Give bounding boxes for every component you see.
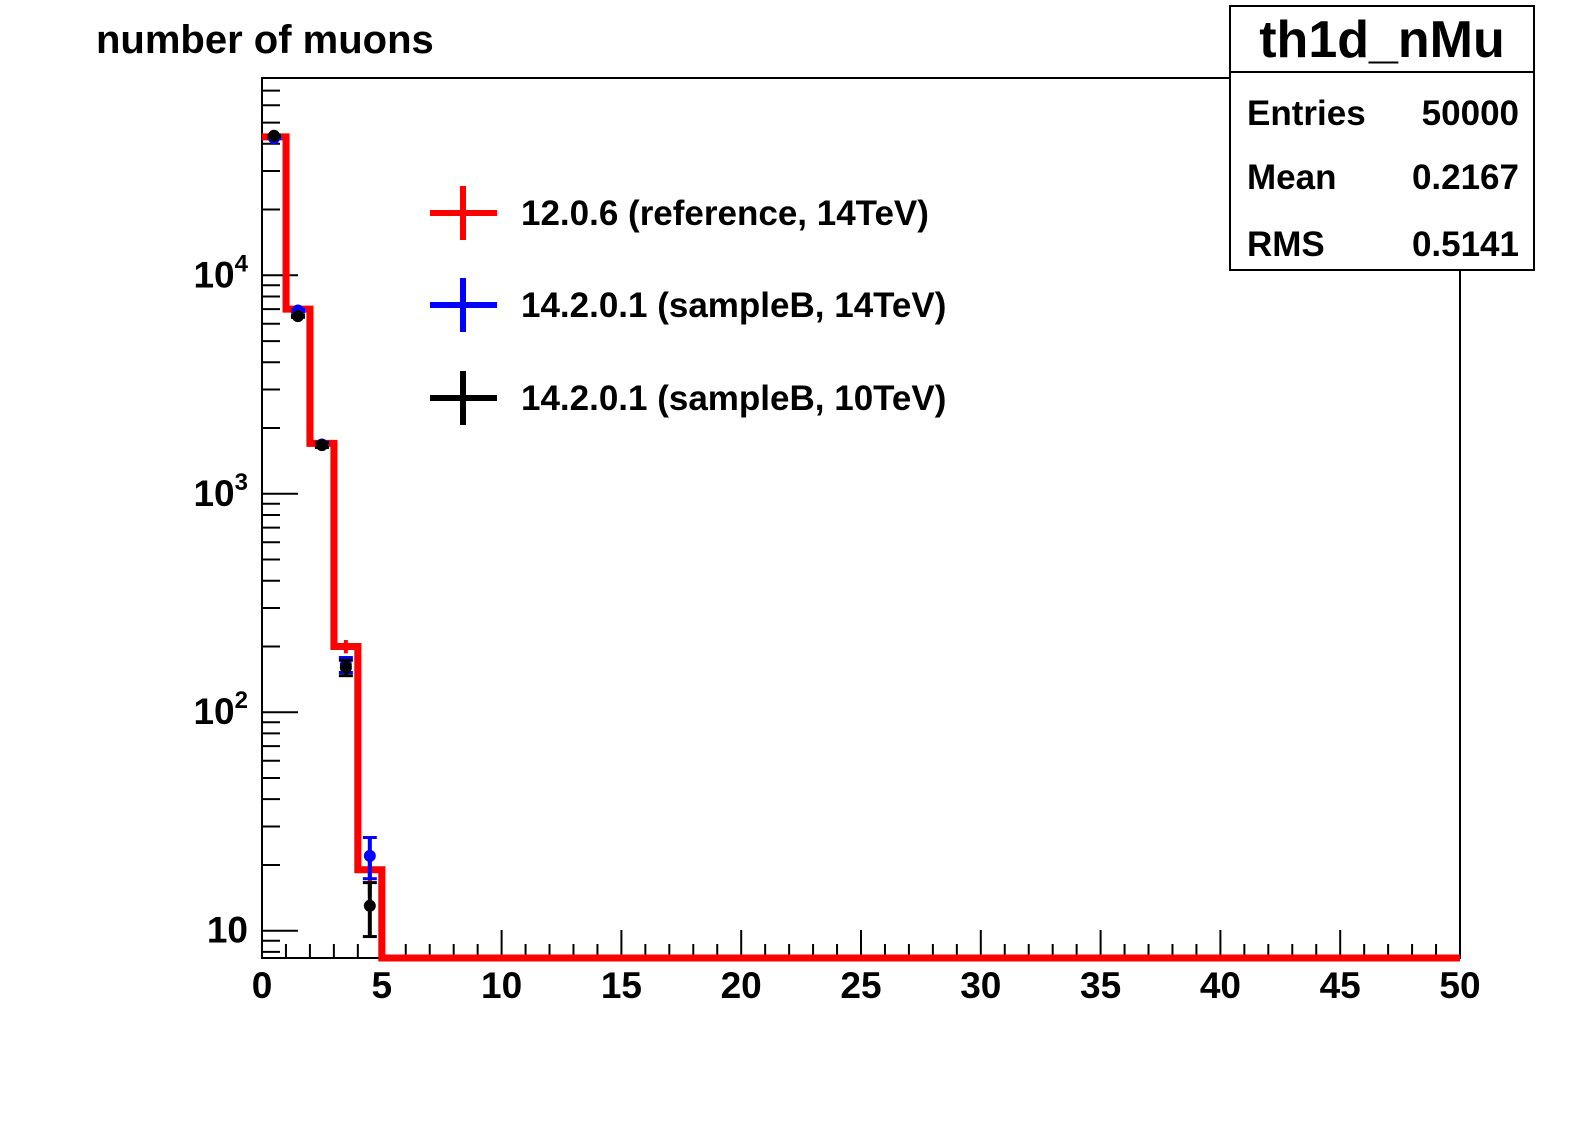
y-tick-label: 102 bbox=[193, 687, 248, 732]
x-tick-label: 5 bbox=[372, 965, 393, 1006]
data-point bbox=[363, 849, 376, 862]
x-tick-label: 15 bbox=[601, 965, 642, 1006]
stats-label: RMS bbox=[1247, 225, 1325, 264]
y-tick-label: 10 bbox=[207, 910, 248, 951]
stats-label: Entries bbox=[1247, 94, 1366, 133]
y-tick-label: 104 bbox=[193, 250, 248, 295]
stats-box: th1d_nMu Entries 50000 Mean 0.2167 RMS 0… bbox=[1229, 5, 1535, 271]
x-tick-label: 0 bbox=[252, 965, 273, 1006]
x-tick-label: 20 bbox=[721, 965, 762, 1006]
x-tick-label: 40 bbox=[1200, 965, 1241, 1006]
x-tick-label: 10 bbox=[481, 965, 522, 1006]
stats-row-mean: Mean 0.2167 bbox=[1247, 155, 1519, 201]
y-tick-label: 103 bbox=[193, 469, 248, 514]
x-tick-label: 50 bbox=[1439, 965, 1480, 1006]
stats-value: 50000 bbox=[1421, 94, 1519, 133]
legend-label: 14.2.0.1 (sampleB, 14TeV) bbox=[521, 286, 946, 325]
stats-row-rms: RMS 0.5141 bbox=[1247, 222, 1519, 268]
x-tick-label: 35 bbox=[1080, 965, 1121, 1006]
stats-label: Mean bbox=[1247, 158, 1337, 197]
data-point bbox=[267, 129, 280, 142]
data-point bbox=[291, 310, 304, 323]
x-tick-label: 45 bbox=[1320, 965, 1361, 1006]
legend-label: 14.2.0.1 (sampleB, 10TeV) bbox=[521, 379, 946, 418]
stats-histogram-name: th1d_nMu bbox=[1231, 7, 1533, 73]
data-point bbox=[315, 439, 328, 452]
stats-value: 0.5141 bbox=[1411, 225, 1519, 264]
stats-row-entries: Entries 50000 bbox=[1247, 91, 1519, 137]
x-tick-label: 30 bbox=[960, 965, 1001, 1006]
stats-value: 0.2167 bbox=[1411, 158, 1519, 197]
data-point bbox=[339, 661, 352, 674]
chart-title: number of muons bbox=[96, 18, 434, 62]
series-histogram-line bbox=[262, 133, 1460, 962]
x-tick-label: 25 bbox=[840, 965, 881, 1006]
legend-label: 12.0.6 (reference, 14TeV) bbox=[521, 194, 929, 233]
data-point bbox=[363, 899, 376, 912]
